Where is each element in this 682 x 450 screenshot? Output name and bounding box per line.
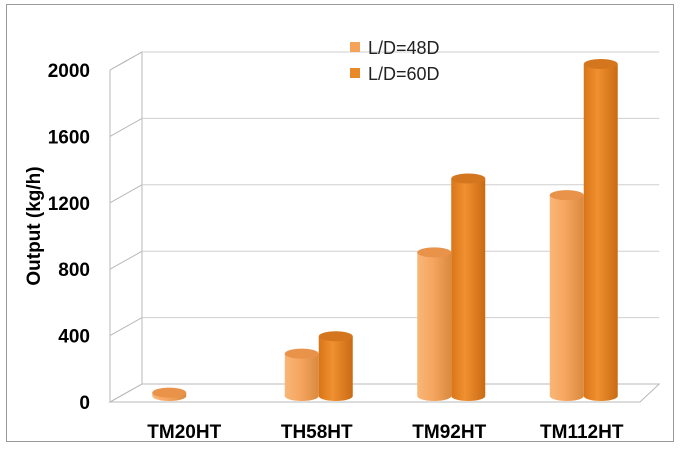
bar-body <box>583 64 618 402</box>
bar-top <box>451 173 486 184</box>
legend-swatch <box>350 42 360 52</box>
gridline-side-1200 <box>109 184 143 204</box>
x-category-label: TM112HT <box>540 422 624 443</box>
gridline-side-0 <box>109 383 143 403</box>
bar-TH58HT-ld48 <box>284 348 319 402</box>
bar-body <box>284 353 319 402</box>
y-tick-label: 1600 <box>48 127 90 148</box>
x-axis-categories: TM20HT TH58HT TM92HT TM112HT <box>147 422 624 443</box>
x-category-label: TH58HT <box>281 422 353 443</box>
bar-body <box>549 195 584 402</box>
bar-top <box>417 247 452 258</box>
y-axis-ticks: 0 400 800 1200 1600 2000 <box>48 61 90 414</box>
legend-label: L/D=60D <box>368 64 440 84</box>
y-tick-label: 2000 <box>48 61 90 82</box>
bars <box>152 59 618 402</box>
y-tick-label: 1200 <box>48 194 90 215</box>
gridline-side-1600 <box>109 117 143 137</box>
legend-label: L/D=48D <box>368 38 440 58</box>
gridline-side-2000 <box>109 51 143 71</box>
bar-body <box>318 336 353 402</box>
y-axis-label: Output (kg/h) <box>24 166 45 285</box>
y-tick-label: 0 <box>79 393 90 414</box>
bar-top <box>583 59 618 69</box>
x-category-label: TM20HT <box>147 422 221 443</box>
bar-top <box>318 331 353 342</box>
gridline-side-800 <box>109 250 143 270</box>
bar-top <box>284 348 319 359</box>
bar-top <box>549 190 584 201</box>
x-category-label: TM92HT <box>412 422 486 443</box>
bar-TH58HT-ld60 <box>318 331 353 402</box>
gridline-side-400 <box>109 317 143 337</box>
y-tick-label: 400 <box>58 327 90 348</box>
gridlines <box>109 51 660 403</box>
y-tick-label: 800 <box>58 260 90 281</box>
bar-TM20HT-ld48 <box>152 387 187 402</box>
bar-top <box>152 387 187 398</box>
bar-TM112HT-ld60 <box>583 59 618 402</box>
bar-body <box>451 178 486 402</box>
legend: L/D=48D L/D=60D <box>350 38 440 84</box>
bar-body <box>417 252 452 402</box>
legend-swatch <box>350 68 360 78</box>
bar-TM92HT-ld60 <box>451 173 486 402</box>
chart-frame <box>6 4 674 442</box>
bar-TM92HT-ld48 <box>417 247 452 402</box>
bar-TM112HT-ld48 <box>549 190 584 402</box>
